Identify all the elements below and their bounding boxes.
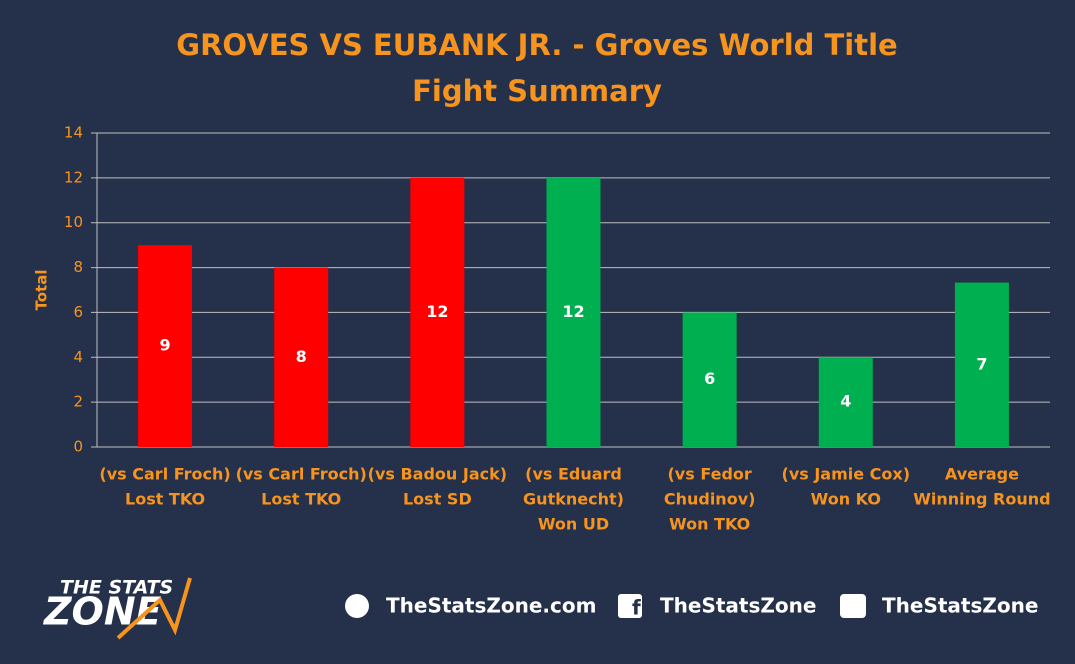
x-tick-label: Won KO (811, 490, 881, 509)
chart-title: GROVES VS EUBANK JR. - Groves World Titl… (176, 28, 898, 108)
facebook-f: f (632, 596, 641, 620)
y-tick-label: 10 (64, 213, 83, 231)
bar (274, 267, 329, 447)
x-tick-label: (vs Carl Froch) (236, 465, 367, 484)
value-label: 12 (562, 302, 584, 321)
x-tick-label: Chudinov) (664, 490, 756, 509)
x-tick-label: (vs Jamie Cox) (782, 465, 911, 484)
bar (546, 177, 601, 447)
value-label: 8 (296, 347, 307, 366)
facebook-icon (618, 594, 642, 618)
x-tick-label: (vs Carl Froch) (99, 465, 230, 484)
y-tick-label: 4 (73, 348, 83, 366)
x-tick-label: Won TKO (669, 515, 750, 534)
x-tick-label: Winning Round (913, 490, 1050, 509)
logo: THE STATS ZONE (43, 577, 192, 640)
y-tick-label: 12 (64, 168, 83, 186)
value-label: 6 (704, 369, 715, 388)
bar (818, 357, 873, 447)
x-tick-label: Lost TKO (261, 490, 341, 509)
y-tick-label: 2 (73, 393, 83, 411)
twitter: TheStatsZone (882, 594, 1038, 618)
globe-icon (345, 594, 369, 618)
x-tick-label: Lost TKO (125, 490, 205, 509)
y-tick-label: 0 (73, 438, 83, 456)
value-label: 4 (840, 392, 851, 411)
bar (138, 245, 193, 447)
x-tick-label: (vs Fedor (667, 465, 751, 484)
bar (410, 177, 465, 447)
value-label: 7 (976, 354, 987, 373)
logo-bottom: ZONE (43, 590, 162, 634)
bar (682, 312, 737, 447)
website: TheStatsZone.com (386, 594, 596, 618)
y-tick-label: 14 (64, 124, 83, 142)
x-tick-label: Lost SD (403, 490, 472, 509)
x-tick-label: Average (945, 465, 1019, 484)
y-axis-label: Total (33, 270, 51, 311)
y-tick-label: 8 (73, 258, 83, 276)
x-tick-label: (vs Eduard (525, 465, 622, 484)
value-label: 9 (160, 336, 171, 355)
x-tick-label: Gutknecht) (523, 490, 624, 509)
y-tick-label: 6 (73, 303, 83, 321)
bar (954, 282, 1009, 447)
x-tick-label: (vs Badou Jack) (368, 465, 507, 484)
facebook: TheStatsZone (660, 594, 816, 618)
logo-top: THE STATS (60, 577, 173, 599)
twitter-icon (840, 594, 866, 618)
logo-swoosh (116, 577, 192, 640)
x-tick-label: Won UD (538, 515, 609, 534)
value-label: 12 (426, 302, 448, 321)
